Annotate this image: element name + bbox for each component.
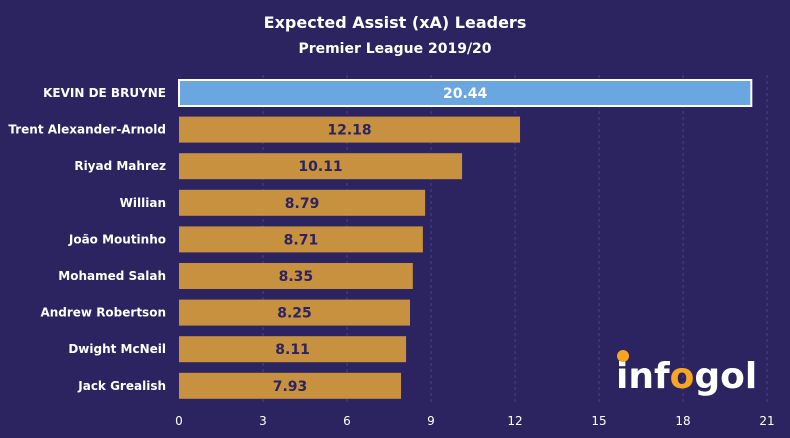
category-label: Mohamed Salah: [58, 269, 166, 283]
bar-value-label: 20.44: [443, 86, 488, 102]
category-label: João Moutinho: [68, 232, 166, 246]
x-tick-label: 6: [343, 414, 351, 428]
category-label: Dwight McNeil: [68, 342, 166, 356]
bar-value-label: 8.25: [277, 306, 312, 322]
bar-value-label: 8.71: [284, 232, 319, 248]
bar: [179, 189, 426, 216]
bar-value-label: 8.79: [285, 196, 320, 212]
chart-title: Expected Assist (xA) Leaders: [264, 13, 527, 32]
category-label: Jack Grealish: [77, 379, 166, 393]
x-tick-label: 3: [259, 414, 267, 428]
category-label: Andrew Robertson: [40, 306, 166, 320]
x-tick-label: 9: [427, 414, 435, 428]
bar-value-label: 7.93: [273, 379, 308, 395]
bar: [179, 372, 402, 399]
bar-value-label: 8.11: [275, 342, 310, 358]
logo-text-o: o: [670, 356, 695, 397]
bar-value-label: 8.35: [279, 269, 314, 285]
svg-text:infogol: infogol: [616, 356, 757, 397]
x-tick-label: 18: [675, 414, 690, 428]
x-tick-label: 0: [175, 414, 183, 428]
x-tick-label: 21: [759, 414, 774, 428]
bars-group: 20.44 12.18 10.11 8.79 8.71 8.35 8.25 8.11 7.93: [178, 79, 753, 399]
bar: [179, 263, 413, 289]
category-label: Riyad Mahrez: [74, 159, 166, 173]
category-label: Trent Alexander-Arnold: [8, 123, 166, 137]
x-axis-ticks: 0 3 6 9 12 15 18 21: [175, 414, 774, 428]
infogol-logo: infogol: [616, 350, 757, 397]
logo-ball-icon: [617, 350, 629, 362]
bar: [179, 299, 410, 326]
chart-subtitle: Premier League 2019/20: [298, 41, 491, 57]
x-tick-label: 12: [507, 414, 522, 428]
category-label: KEVIN DE BRUYNE: [43, 86, 166, 100]
bar: [179, 116, 521, 143]
category-label: Willian: [120, 196, 166, 210]
category-labels: KEVIN DE BRUYNE Trent Alexander-Arnold Riy…: [8, 86, 166, 393]
bar: [179, 153, 463, 180]
bar-highlight: [178, 79, 753, 107]
logo-text-left: inf: [616, 356, 670, 397]
bar-value-label: 10.11: [298, 159, 342, 175]
x-tick-label: 15: [591, 414, 606, 428]
logo-text-right: gol: [694, 356, 757, 397]
bar: [179, 226, 423, 253]
bar-value-label: 12.18: [327, 123, 371, 139]
bar: [179, 336, 407, 363]
